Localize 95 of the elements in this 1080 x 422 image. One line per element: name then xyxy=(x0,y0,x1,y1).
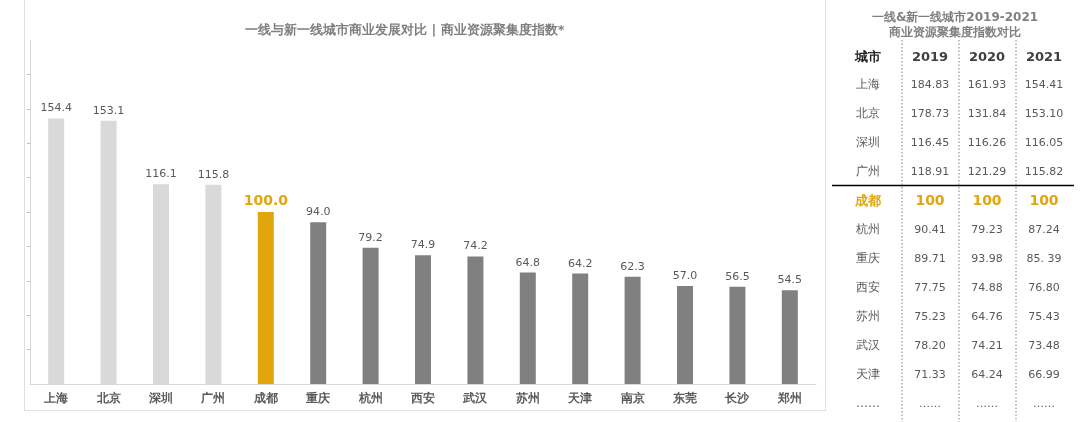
category-label: 成都 xyxy=(854,192,881,208)
category-label: 苏州 xyxy=(856,309,880,323)
data-label: 74.2 xyxy=(463,239,488,253)
data-label: 116.05 xyxy=(1024,135,1064,149)
data-label: 184.83 xyxy=(910,77,950,91)
data-label: 64.76 xyxy=(971,309,1003,323)
x-tick-label: 深圳 xyxy=(148,391,173,405)
x-tick-label: 长沙 xyxy=(724,391,751,405)
data-label: 178.73 xyxy=(910,106,950,120)
data-label: 115.82 xyxy=(1024,164,1064,178)
data-label: 161.93 xyxy=(967,77,1007,91)
data-label: 100 xyxy=(1029,192,1059,208)
data-label: 154.4 xyxy=(40,101,72,115)
bar xyxy=(415,255,431,384)
data-label: 56.5 xyxy=(725,269,750,283)
bar xyxy=(729,286,746,384)
x-tick-label: 西安 xyxy=(410,391,435,405)
data-label: 121.29 xyxy=(967,164,1007,178)
data-label: 62.3 xyxy=(620,259,645,273)
category-label: 上海 xyxy=(856,77,880,91)
data-label: 74.9 xyxy=(410,238,436,252)
data-label: 73.48 xyxy=(1028,338,1060,352)
x-tick-label: 成都 xyxy=(252,391,278,405)
data-label: 54.5 xyxy=(777,273,803,287)
data-label: …… xyxy=(976,396,998,410)
data-label: 153.1 xyxy=(92,103,125,117)
data-label: 77.75 xyxy=(914,280,946,294)
data-label: …… xyxy=(1033,396,1055,410)
text: 2019 xyxy=(911,48,949,64)
bar xyxy=(257,212,274,384)
data-label: 100 xyxy=(915,192,945,208)
data-label: 116.45 xyxy=(910,135,950,149)
category-label: 天津 xyxy=(856,367,880,381)
chart-title: 一线与新一线城市商业发展对比 | 商业资源聚集度指数* xyxy=(245,22,565,37)
x-tick-label: 东莞 xyxy=(672,391,697,405)
category-label: 杭州 xyxy=(855,222,880,236)
data-label: 66.99 xyxy=(1028,367,1060,381)
category-label: 西安 xyxy=(856,280,880,294)
text: 一线&新一线城市2019-2021商业资源聚集度指数对比 xyxy=(871,9,1039,39)
bar xyxy=(624,276,641,384)
data-label: 79.2 xyxy=(358,230,383,244)
x-tick-label: 杭州 xyxy=(357,391,383,405)
x-tick-label: 重庆 xyxy=(305,391,331,405)
x-tick-label: 北京 xyxy=(95,391,121,405)
data-label: 90.41 xyxy=(914,222,946,236)
bar xyxy=(467,256,484,384)
data-label: 79.23 xyxy=(971,222,1003,236)
data-label: 100 xyxy=(972,192,1002,208)
data-label: 131.84 xyxy=(967,106,1007,120)
data-label: 78.20 xyxy=(914,338,946,352)
data-label: 115.8 xyxy=(197,167,230,181)
x-tick-label: 苏州 xyxy=(514,391,540,405)
category-label: 北京 xyxy=(856,106,880,120)
data-label: 153.10 xyxy=(1024,106,1064,120)
data-label: 57.0 xyxy=(672,268,698,282)
data-label: 154.41 xyxy=(1024,77,1064,91)
data-label: 74.21 xyxy=(971,338,1003,352)
data-label: 64.8 xyxy=(515,255,541,269)
bar xyxy=(781,290,798,384)
data-label: 94.0 xyxy=(305,205,331,219)
data-label: 71.33 xyxy=(914,367,946,381)
data-label: 76.80 xyxy=(1028,280,1060,294)
data-label: 74.88 xyxy=(971,280,1003,294)
data-label: 116.26 xyxy=(967,135,1007,149)
bar xyxy=(310,222,327,384)
data-label: 116.1 xyxy=(145,167,177,181)
data-label: 64.24 xyxy=(971,367,1003,381)
category-label: 广州 xyxy=(856,164,880,178)
data-label: 75.43 xyxy=(1028,309,1060,323)
text: 城市 xyxy=(854,48,881,64)
data-label: 89.71 xyxy=(914,251,946,265)
category-label: 武汉 xyxy=(856,338,880,352)
category-label: …… xyxy=(856,396,880,410)
x-tick-label: 天津 xyxy=(567,391,593,405)
data-label: 85. 39 xyxy=(1026,251,1062,265)
text: 2021 xyxy=(1025,48,1063,64)
category-label: 深圳 xyxy=(856,135,880,149)
text: 2020 xyxy=(968,48,1006,64)
bar xyxy=(572,273,589,384)
x-tick-label: 南京 xyxy=(619,391,645,405)
x-tick-label: 上海 xyxy=(43,391,69,405)
bar xyxy=(519,272,536,384)
data-label: 93.98 xyxy=(971,251,1003,265)
data-label: …… xyxy=(919,396,941,410)
bar xyxy=(362,247,379,384)
data-label: 100.0 xyxy=(243,192,289,208)
x-tick-label: 武汉 xyxy=(462,391,489,405)
x-tick-label: 郑州 xyxy=(776,391,802,405)
data-label: 75.23 xyxy=(914,309,946,323)
category-label: 重庆 xyxy=(856,251,880,265)
data-label: 87.24 xyxy=(1028,222,1060,236)
x-tick-label: 广州 xyxy=(200,391,226,405)
bar xyxy=(677,285,693,384)
data-label: 64.2 xyxy=(567,256,593,270)
data-label: 118.91 xyxy=(910,164,950,178)
